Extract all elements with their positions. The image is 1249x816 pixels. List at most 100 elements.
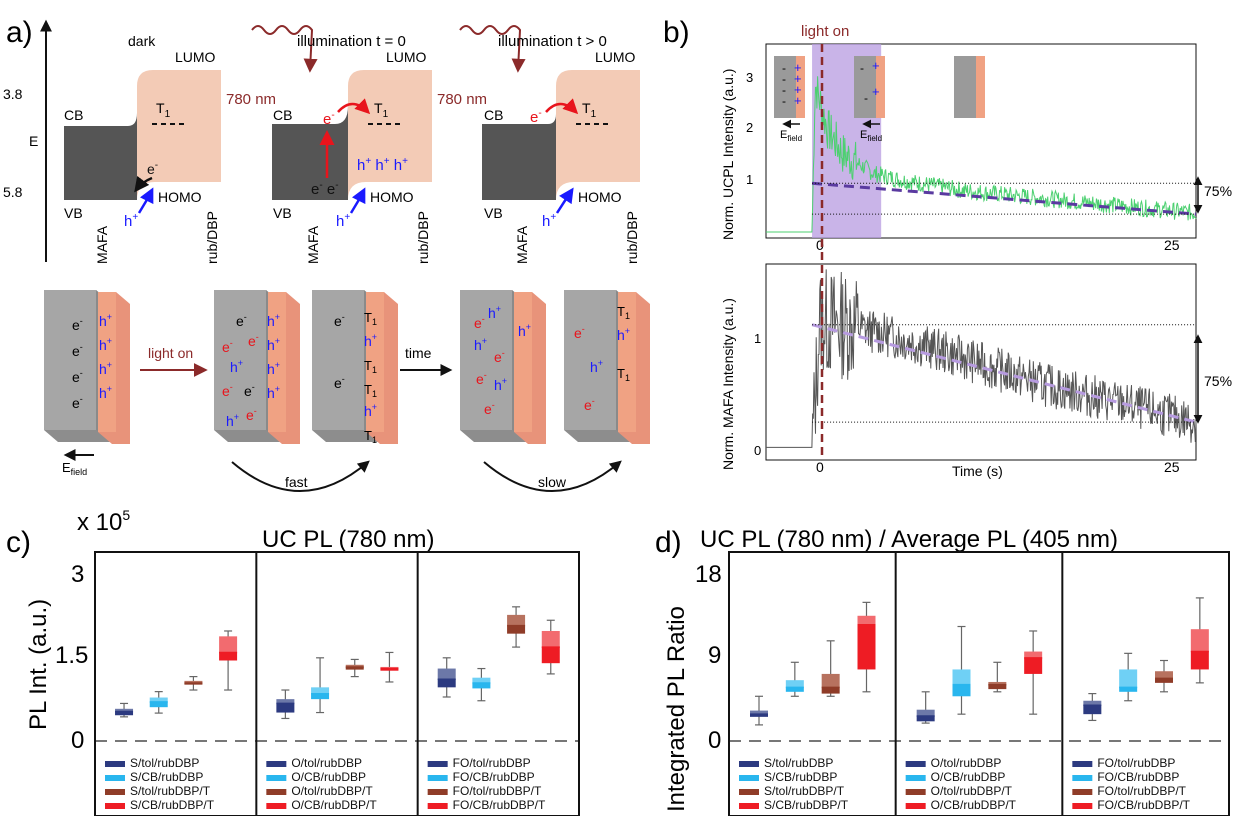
inset-slab-2: --++ <box>854 56 885 118</box>
legend-swatch <box>266 775 286 781</box>
slow-label: slow <box>538 474 567 490</box>
panel-c-legends: S/tol/rubDBPS/CB/rubDBPS/tol/rubDBP/TS/C… <box>105 756 546 812</box>
panel-d-ylabel: Integrated PL Ratio <box>663 606 690 812</box>
light-on-title: light on <box>801 23 849 40</box>
vb-label: VB <box>273 205 292 221</box>
bottom-xlabel: Time (s) <box>952 463 1003 479</box>
panel-a: a) 3.8 E 5.8 dark CB VB LUMO HOMO T1 e- … <box>3 16 650 491</box>
box-lower <box>472 683 490 688</box>
box-lower <box>917 716 935 721</box>
cb-label: CB <box>64 107 83 123</box>
box-lower <box>507 626 525 634</box>
legend-swatch <box>739 803 759 809</box>
homo-label: HOMO <box>578 189 622 205</box>
rub-band <box>556 70 640 200</box>
electron-red: e- <box>530 108 542 126</box>
inset-plus: + <box>794 93 802 108</box>
mafa-label: MAFA <box>514 225 530 264</box>
legend-label: O/tol/rubDBP/T <box>291 784 373 798</box>
fit-line <box>812 325 1196 422</box>
bottom-percent: 75% <box>1204 373 1232 389</box>
slabs-row: e- e- e- e- h+ h+ h+ h+ Efield light on <box>44 290 650 491</box>
legend-swatch <box>266 789 286 795</box>
rub-label: rub/DBP <box>204 211 220 264</box>
inset-plus: + <box>872 84 880 99</box>
box-upper <box>472 678 490 683</box>
legend-label: O/CB/rubDBP/T <box>291 798 377 812</box>
inset-slab-3 <box>954 56 985 118</box>
top-ytick-1: 1 <box>746 172 753 187</box>
legend-label: FO/tol/rubDBP/T <box>1097 784 1186 798</box>
legend-label: S/tol/rubDBP/T <box>764 784 845 798</box>
energy-axis-label: E <box>29 133 38 149</box>
diagram-ill0: illumination t = 0 780 nm CB VB LUMO HOM… <box>226 26 432 264</box>
box-lower <box>438 679 456 687</box>
hole-label: h+ <box>124 212 138 230</box>
inset-slab-orange <box>976 56 985 118</box>
legend-swatch <box>266 761 286 767</box>
legend-label: S/CB/rubDBP <box>764 770 837 784</box>
panel-d: d) UC PL (780 nm) / Average PL (405 nm) … <box>655 526 1229 816</box>
box-upper <box>507 615 525 626</box>
panel-c-title: UC PL (780 nm) <box>262 526 435 553</box>
top-percent: 75% <box>1204 183 1232 199</box>
legend-swatch <box>105 803 125 809</box>
box-upper <box>438 669 456 680</box>
electrons-vb: e- e- <box>311 180 339 198</box>
legend-swatch <box>105 761 125 767</box>
legend-swatch <box>1072 803 1092 809</box>
box-lower <box>542 647 560 663</box>
panel-d-ytick-0: 0 <box>708 727 721 754</box>
energy-tick-top: 3.8 <box>3 86 23 102</box>
panel-b: b) light on ----++++--++Efield Efield Nor… <box>663 16 1232 479</box>
diagram-ill1: illumination t > 0 780 nm CB VB LUMO HOM… <box>437 26 640 264</box>
legend-label: S/tol/rubDBP <box>764 756 833 770</box>
legend-label: FO/tol/rubDBP <box>1097 756 1175 770</box>
hole-arrow <box>351 190 364 213</box>
bottom-xtick-25: 25 <box>1164 459 1180 475</box>
wavelength-label: 780 nm <box>226 91 276 108</box>
panel-c: c) x 105 UC PL (780 nm) PL Int. (a.u.) 3… <box>6 507 579 816</box>
bottom-ytick-0: 0 <box>754 443 761 458</box>
legend-swatch <box>906 775 926 781</box>
box-upper <box>858 616 876 625</box>
trace-line <box>766 269 1196 447</box>
legend-label: FO/CB/rubDBP/T <box>1097 798 1190 812</box>
bottom-ytick-1: 1 <box>754 331 761 346</box>
wavelength-label: 780 nm <box>437 91 487 108</box>
slab-fast-end: e- e- T1 h+ T1 T1 h+ T1 <box>312 290 398 445</box>
box-upper <box>219 636 237 652</box>
legend-swatch <box>428 803 448 809</box>
box-lower <box>1191 652 1209 670</box>
rub-label: rub/DBP <box>415 211 431 264</box>
legend-label: O/tol/rubDBP <box>931 756 1002 770</box>
panel-c-ytick-1-5: 1.5 <box>55 642 88 669</box>
box-upper <box>822 674 840 687</box>
efield-label: Efield <box>62 460 87 477</box>
lumo-label: LUMO <box>175 49 216 65</box>
inset-plus: + <box>872 58 880 73</box>
legend-swatch <box>906 789 926 795</box>
legend-label: O/CB/rubDBP <box>931 770 1006 784</box>
legend-swatch <box>105 775 125 781</box>
legend-label: FO/CB/rubDBP/T <box>453 798 546 812</box>
top-ylabel: Norm. UCPL Intensity (a.u.) <box>720 69 736 240</box>
legend-swatch <box>739 789 759 795</box>
box-lower <box>822 687 840 693</box>
legend-label: FO/CB/rubDBP <box>1097 770 1179 784</box>
inset-slab-gray <box>954 56 976 118</box>
vb-label: VB <box>64 205 83 221</box>
time-label: time <box>405 345 432 361</box>
legend-swatch <box>739 761 759 767</box>
holes-homo: h+ h+ h+ <box>357 156 408 174</box>
legend-label: O/tol/rubDBP/T <box>931 784 1013 798</box>
fast-label: fast <box>285 474 308 490</box>
legend-label: O/CB/rubDBP <box>291 770 366 784</box>
diagram-dark: 3.8 E 5.8 dark CB VB LUMO HOMO T1 e- h+ … <box>3 22 221 264</box>
panel-c-ylabel: PL Int. (a.u.) <box>25 599 52 730</box>
box-upper <box>1155 671 1173 678</box>
inset-minus: - <box>782 94 786 108</box>
panel-d-legends: S/tol/rubDBPS/CB/rubDBPS/tol/rubDBP/TS/C… <box>739 756 1191 812</box>
mafa-band <box>64 113 137 200</box>
top-ytick-3: 3 <box>746 70 753 85</box>
